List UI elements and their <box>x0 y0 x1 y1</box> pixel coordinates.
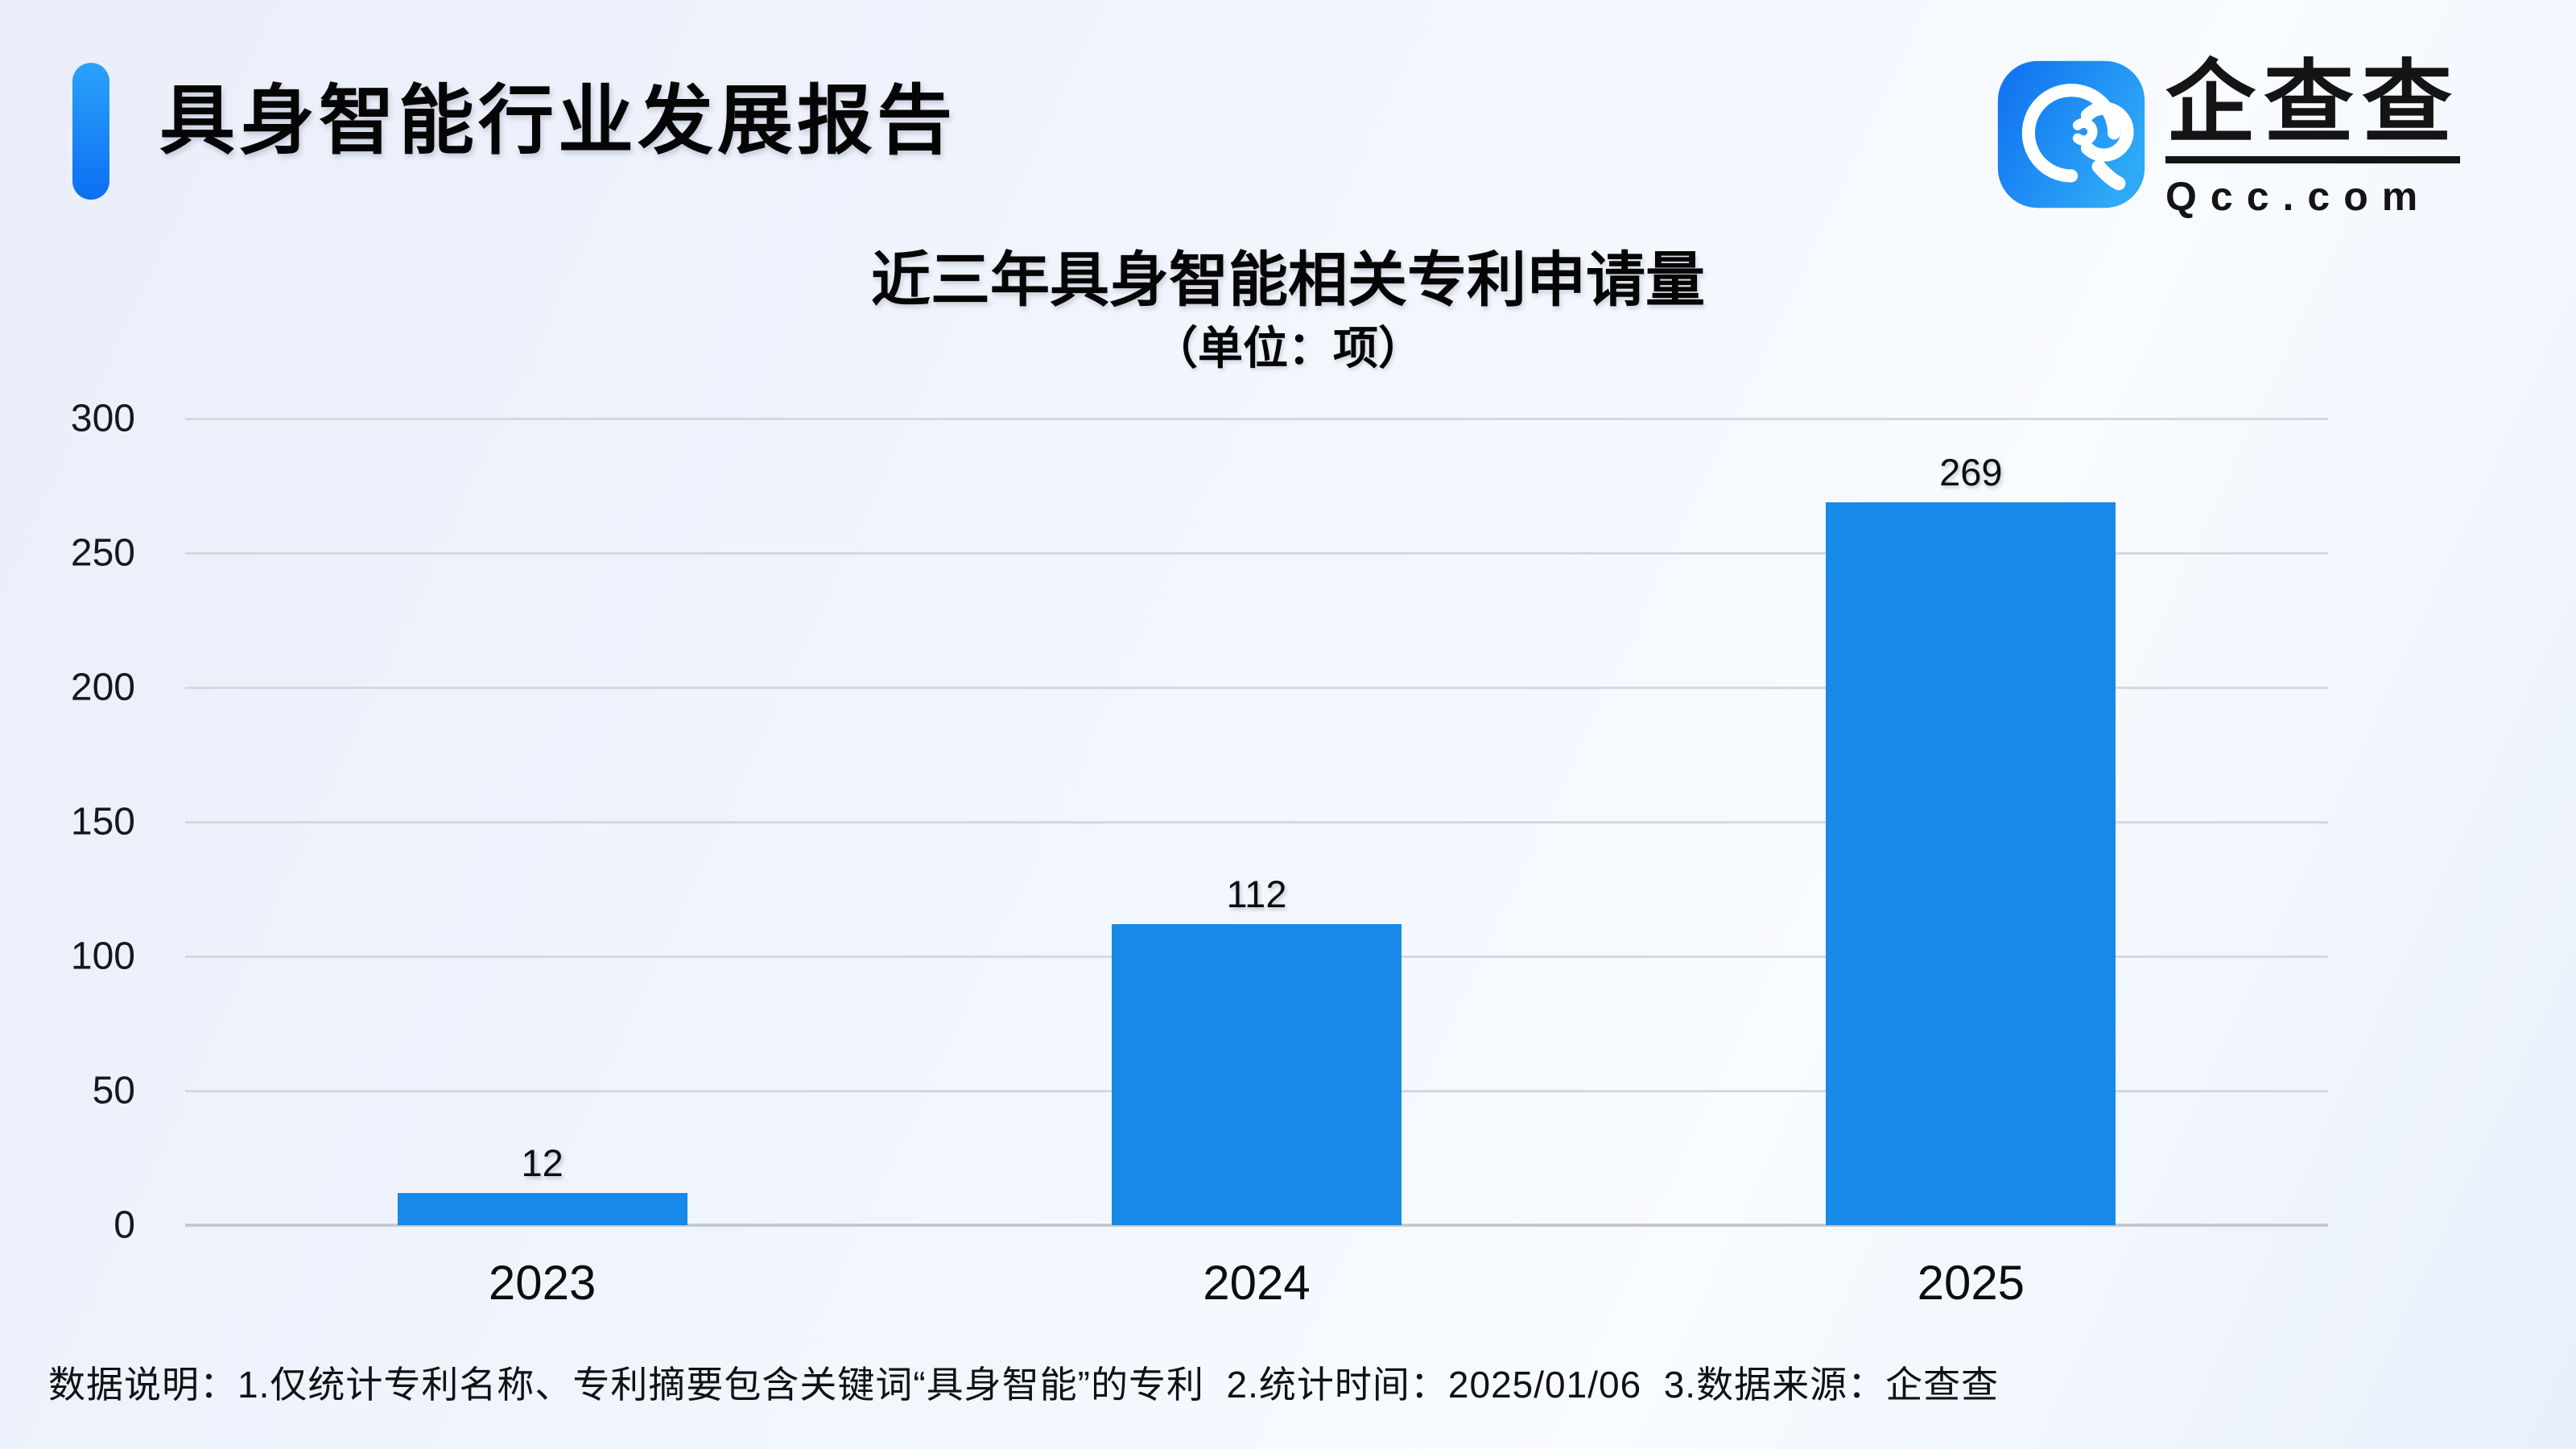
x-axis-label-2025: 2025 <box>1917 1256 2025 1310</box>
y-axis: 0 50 100 150 200 250 300 <box>0 398 159 1247</box>
brand-domain: Qcc.com <box>2165 174 2432 219</box>
chart-title: 近三年具身智能相关专利申请量 <box>871 246 1705 313</box>
gridline-200 <box>185 686 2328 689</box>
bar-2024 <box>1112 923 1402 1225</box>
gridline-0 <box>185 1224 2328 1227</box>
brand-name-char: 查 <box>2362 58 2460 163</box>
gridline-300 <box>185 417 2328 420</box>
page-title: 具身智能行业发展报告 <box>159 78 957 163</box>
gridline-150 <box>185 820 2328 824</box>
y-tick-label-50: 50 <box>92 1069 135 1113</box>
gridline-250 <box>185 551 2328 555</box>
bar-group-2023: 12 2023 <box>397 1141 687 1307</box>
brand-name: 企查查 <box>2165 58 2460 163</box>
bar-value-label: 12 <box>521 1141 564 1184</box>
y-tick-label-250: 250 <box>70 531 135 575</box>
y-tick-label-300: 300 <box>70 397 135 440</box>
chart-subtitle: （单位：项） <box>1153 323 1423 374</box>
data-footnote: 数据说明：1.仅统计专利名称、专利摘要包含关键词“具身智能”的专利 2.统计时间… <box>48 1364 2000 1406</box>
qcc-logo-icon <box>1997 60 2145 208</box>
bar-group-2024: 112 2024 <box>1112 872 1402 1307</box>
x-axis-label-2024: 2024 <box>1203 1256 1311 1310</box>
y-tick-label-150: 150 <box>70 800 135 844</box>
y-tick-label-100: 100 <box>70 935 135 978</box>
bar-2023 <box>397 1192 687 1225</box>
bar-2025 <box>1826 502 2116 1225</box>
brand-name-char: 企 <box>2165 58 2264 163</box>
qcc-logo-text: 企查查 Qcc.com <box>2165 58 2460 220</box>
qcc-logo: 企查查 Qcc.com <box>1995 58 2460 220</box>
title-accent-bar <box>72 63 109 200</box>
bar-value-label: 112 <box>1226 872 1287 915</box>
plot-area: 12 2023 112 2024 269 2025 <box>185 417 2328 1307</box>
x-axis-label-2023: 2023 <box>488 1256 597 1310</box>
y-tick-label-200: 200 <box>70 666 135 709</box>
bar-group-2025: 269 2025 <box>1826 450 2116 1307</box>
y-tick-label-0: 0 <box>114 1203 135 1247</box>
bar-value-label: 269 <box>1939 450 2003 493</box>
brand-name-char: 查 <box>2264 58 2362 163</box>
